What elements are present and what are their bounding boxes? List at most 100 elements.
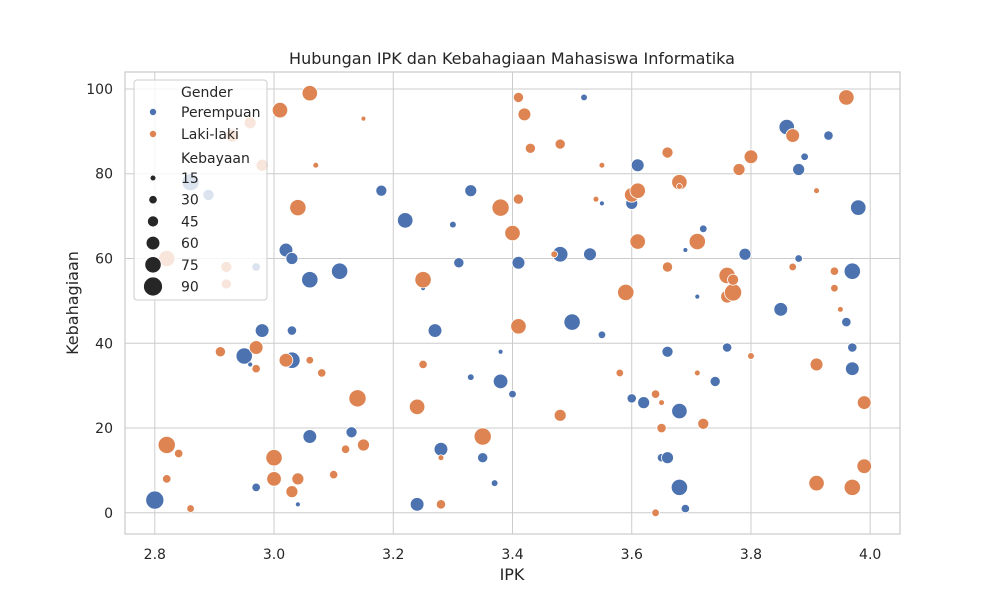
data-point <box>145 490 165 510</box>
data-point <box>524 142 536 154</box>
data-point <box>397 212 414 229</box>
data-point <box>418 359 428 370</box>
data-point <box>843 478 861 496</box>
data-point <box>671 402 688 420</box>
data-point <box>661 451 674 465</box>
data-point <box>329 470 339 480</box>
data-point <box>676 183 683 190</box>
data-point <box>800 152 809 161</box>
data-point <box>517 107 532 122</box>
data-point <box>266 471 282 487</box>
data-point <box>809 357 824 372</box>
data-point <box>773 302 789 317</box>
data-point <box>794 254 803 263</box>
size-legend-marker <box>144 256 162 274</box>
data-point <box>477 452 489 464</box>
size-legend-marker <box>145 235 161 251</box>
data-point <box>830 283 839 293</box>
data-point <box>301 85 318 102</box>
data-point <box>656 422 667 434</box>
data-point <box>598 161 606 169</box>
y-tick-label: 40 <box>95 336 113 352</box>
data-point <box>847 342 858 353</box>
data-point <box>583 247 597 262</box>
data-point <box>850 199 867 216</box>
y-tick-label: 20 <box>95 421 113 437</box>
data-points <box>145 85 872 518</box>
data-point <box>697 417 710 430</box>
data-point <box>841 316 852 328</box>
data-point <box>271 101 289 119</box>
data-point <box>414 271 432 289</box>
data-point <box>743 149 759 165</box>
legend-label-perempuan: Perempuan <box>181 105 260 121</box>
legend-marker-laki-laki <box>148 129 157 138</box>
data-point <box>464 184 478 198</box>
data-point <box>661 146 674 159</box>
legend-size-title: Kebayaan <box>181 151 250 167</box>
size-legend-label: 75 <box>181 258 199 274</box>
size-legend-label: 30 <box>181 193 199 209</box>
y-axis-label: Kebahagiaan <box>63 251 82 355</box>
data-point <box>788 262 797 272</box>
data-point <box>724 283 743 302</box>
y-tick-label: 60 <box>95 251 113 267</box>
data-point <box>617 283 635 301</box>
x-tick-label: 3.2 <box>382 547 404 563</box>
data-point <box>491 198 510 217</box>
data-point <box>599 200 605 207</box>
data-point <box>453 257 465 269</box>
data-point <box>550 250 559 259</box>
data-point <box>823 130 834 141</box>
data-point <box>251 482 261 493</box>
data-point <box>629 233 646 250</box>
data-point <box>357 438 370 452</box>
legend: Gender Perempuan Laki-laki Kebayaan 15 30… <box>133 79 268 301</box>
data-point <box>709 375 721 387</box>
data-point <box>629 182 646 199</box>
data-point <box>473 427 492 446</box>
data-point <box>375 184 388 197</box>
data-point <box>433 441 449 457</box>
chart-title: Hubungan IPK dan Kebahagiaan Mahasiswa I… <box>289 49 735 68</box>
size-legend-marker <box>148 195 158 205</box>
size-legend-label: 15 <box>181 171 199 187</box>
data-point <box>682 247 689 253</box>
data-point <box>312 161 320 169</box>
data-point <box>331 262 349 280</box>
data-point <box>597 330 607 340</box>
data-point <box>435 499 447 510</box>
size-legend: 15 30 45 60 75 90 <box>143 171 199 297</box>
x-tick-label: 3.0 <box>263 547 285 563</box>
data-point <box>699 224 708 234</box>
data-point <box>492 373 509 390</box>
data-point <box>580 93 588 102</box>
data-point <box>285 485 299 499</box>
data-point <box>301 271 319 289</box>
data-point <box>286 325 298 336</box>
data-point <box>466 373 475 381</box>
size-legend-marker <box>149 174 157 182</box>
data-point <box>512 91 524 103</box>
data-point <box>693 369 701 377</box>
data-point <box>278 352 294 368</box>
legend-box <box>133 79 268 301</box>
data-point <box>658 399 665 406</box>
data-point <box>661 261 674 273</box>
data-point <box>254 323 270 338</box>
data-point <box>157 435 176 455</box>
y-tick-label: 100 <box>86 82 113 98</box>
data-point <box>305 356 315 365</box>
data-point <box>615 368 625 378</box>
size-legend-marker <box>147 215 159 228</box>
data-point <box>510 318 527 335</box>
data-point <box>490 479 499 487</box>
data-point <box>856 395 872 410</box>
x-tick-label: 2.8 <box>144 547 166 563</box>
x-tick-label: 3.4 <box>501 547 523 563</box>
data-point <box>553 408 567 422</box>
data-point <box>348 389 367 408</box>
data-point <box>732 163 746 176</box>
legend-label-laki-laki: Laki-laki <box>181 127 239 143</box>
